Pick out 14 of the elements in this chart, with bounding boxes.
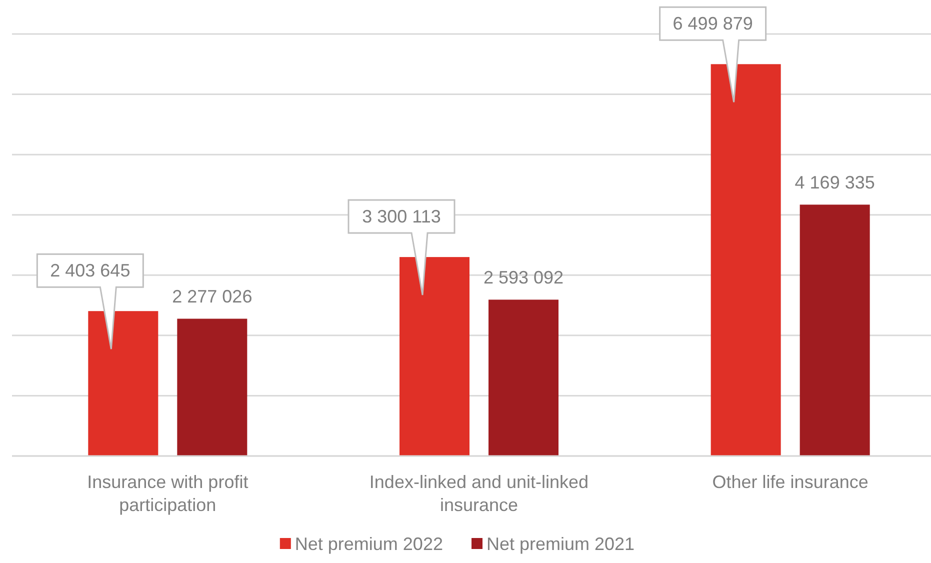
x-tick-label: Insurance with profit participation <box>87 472 248 515</box>
legend-label: Net premium 2021 <box>486 534 635 554</box>
data-label: 2 277 026 <box>172 286 252 307</box>
data-label: 3 300 113 <box>362 206 441 227</box>
bar <box>800 204 870 456</box>
data-label: 4 169 335 <box>794 172 875 193</box>
x-tick-label: Index-linked and unit-linked insurance <box>369 472 589 515</box>
legend-label: Net premium 2022 <box>294 534 443 554</box>
data-label: 2 403 645 <box>50 260 130 281</box>
data-label: 6 499 879 <box>672 14 753 34</box>
x-tick-label: Other life insurance <box>712 472 868 492</box>
bar <box>488 300 558 456</box>
bar <box>177 318 248 456</box>
data-label: 2 593 092 <box>483 268 564 288</box>
